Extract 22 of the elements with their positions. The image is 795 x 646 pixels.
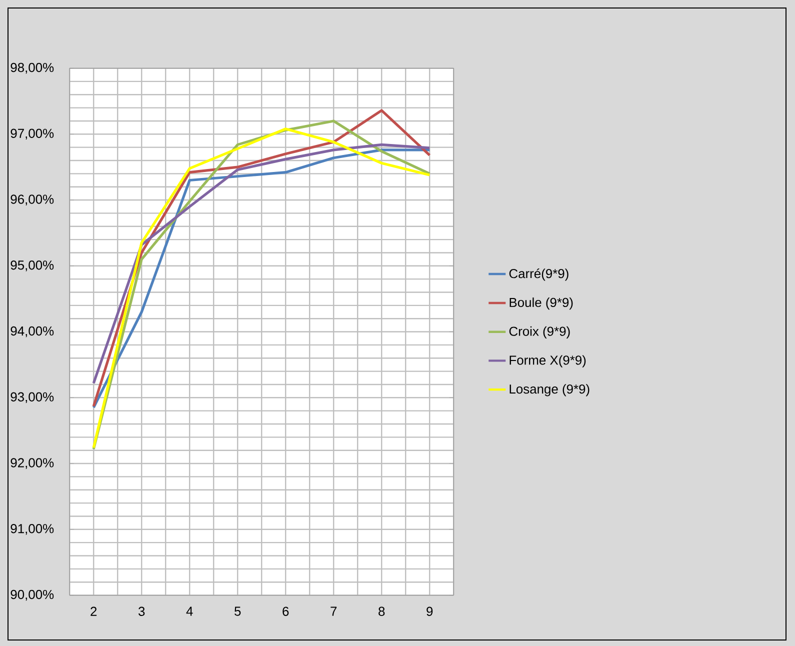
y-tick-label: 93,00% bbox=[10, 392, 54, 403]
x-tick-label: 6 bbox=[282, 606, 289, 616]
x-tick-label: 4 bbox=[186, 606, 193, 616]
y-tick-label: 94,00% bbox=[10, 326, 54, 338]
x-tick-label: 7 bbox=[330, 606, 337, 616]
legend-label: Carré(9*9) bbox=[509, 268, 568, 281]
y-tick-label: 90,00% bbox=[10, 590, 54, 601]
x-tick-label: 8 bbox=[378, 606, 385, 616]
legend-label: Boule (9*9) bbox=[510, 298, 573, 310]
legend-label: Forme X(9*9) bbox=[510, 355, 586, 368]
legend-label: Croix (9*9) bbox=[509, 326, 570, 338]
y-tick-label: 95,00% bbox=[10, 260, 54, 272]
x-tick-label: 9 bbox=[426, 606, 433, 616]
y-tick-label: 96,00% bbox=[10, 194, 54, 206]
x-tick-label: 2 bbox=[90, 606, 97, 616]
y-tick-label: 92,00% bbox=[10, 458, 54, 469]
y-tick-label: 91,00% bbox=[10, 524, 54, 535]
y-tick-label: 98,00% bbox=[10, 62, 54, 74]
legend-label: Losange (9*9) bbox=[510, 384, 590, 396]
x-tick-label: 3 bbox=[138, 606, 145, 616]
y-tick-label: 97,00% bbox=[10, 128, 54, 140]
x-tick-label: 5 bbox=[234, 606, 241, 616]
